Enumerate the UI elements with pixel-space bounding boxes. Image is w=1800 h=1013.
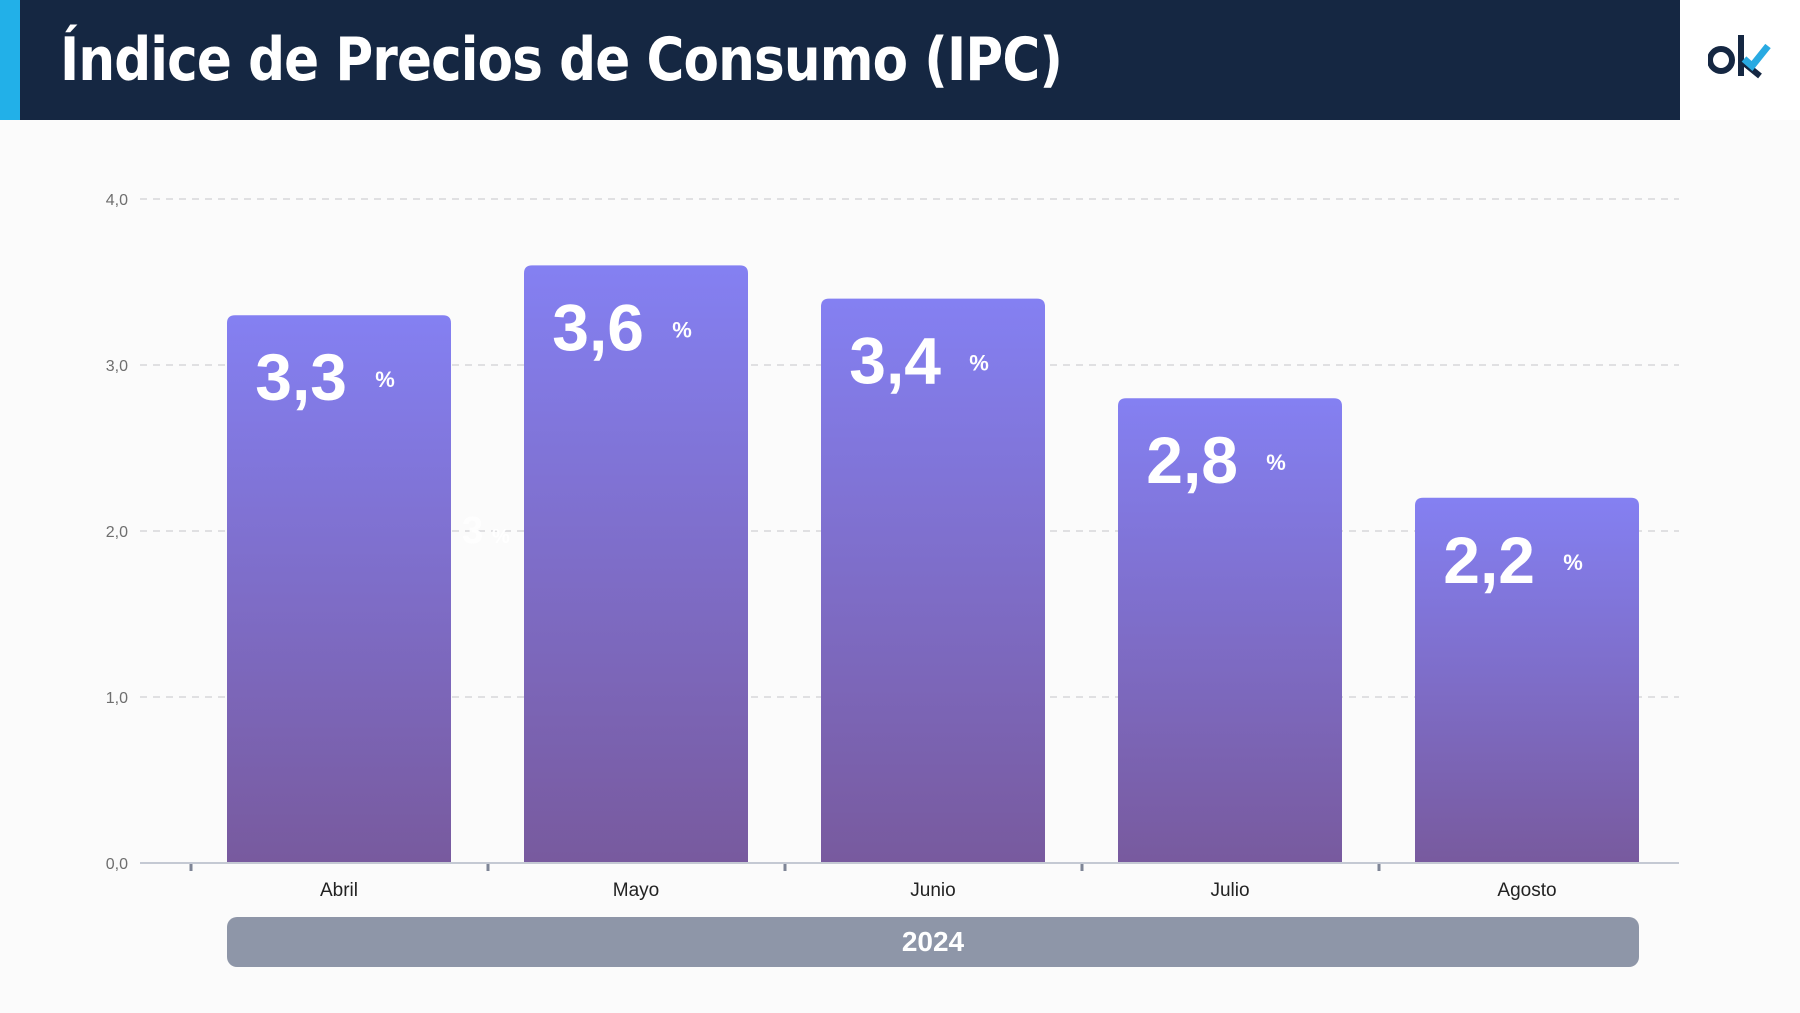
- x-tick-label: Abril: [320, 880, 358, 901]
- ok-logo-icon: [1708, 35, 1771, 79]
- y-axis: 0,0 1,0 2,0 3,0 4,0: [106, 192, 128, 873]
- x-tick-label: Mayo: [613, 880, 659, 901]
- logo-box: [1680, 0, 1800, 120]
- bar: [1415, 497, 1639, 863]
- header-bar: Índice de Precios de Consumo (IPC): [0, 0, 1680, 120]
- bar-value-unit: %: [969, 351, 989, 376]
- bar-value-label: 2,2: [1443, 523, 1535, 597]
- ghost-label-artifact: 3: [462, 510, 483, 552]
- bar: [524, 265, 748, 863]
- header-accent-stripe: [0, 0, 20, 120]
- year-group-label: 2024: [901, 926, 965, 957]
- bar: [821, 298, 1045, 864]
- bar-value-label: 3,3: [255, 340, 347, 414]
- bars: [227, 265, 1639, 864]
- y-tick-label: 0,0: [106, 856, 128, 873]
- bar-value-label: 2,8: [1146, 423, 1238, 497]
- bar: [1118, 398, 1342, 863]
- x-tick-label: Agosto: [1497, 880, 1556, 901]
- bar-value-unit: %: [375, 367, 395, 392]
- x-tick-label: Junio: [910, 880, 955, 901]
- bar-value-unit: %: [1266, 450, 1286, 475]
- bar: [227, 315, 451, 863]
- ghost-unit-artifact: %: [492, 526, 510, 548]
- x-axis: Abril Mayo Junio Julio Agosto: [140, 862, 1679, 901]
- y-tick-label: 2,0: [106, 524, 128, 541]
- page-title: Índice de Precios de Consumo (IPC): [60, 25, 1063, 95]
- y-tick-label: 3,0: [106, 358, 128, 375]
- y-tick-label: 1,0: [106, 690, 128, 707]
- x-tick-label: Julio: [1210, 880, 1249, 901]
- y-tick-label: 4,0: [106, 192, 128, 209]
- year-group-band: 2024: [227, 917, 1639, 967]
- data-labels: 3,3 % 3,6% 3,4 % 2,8 % 2,2 % 3%: [255, 290, 1583, 596]
- bar-value-label: 3,4: [849, 324, 941, 398]
- bar-value-unit: %: [672, 317, 692, 342]
- bar-value-label: 3,6: [552, 290, 644, 364]
- bar-value-unit: %: [1563, 550, 1583, 575]
